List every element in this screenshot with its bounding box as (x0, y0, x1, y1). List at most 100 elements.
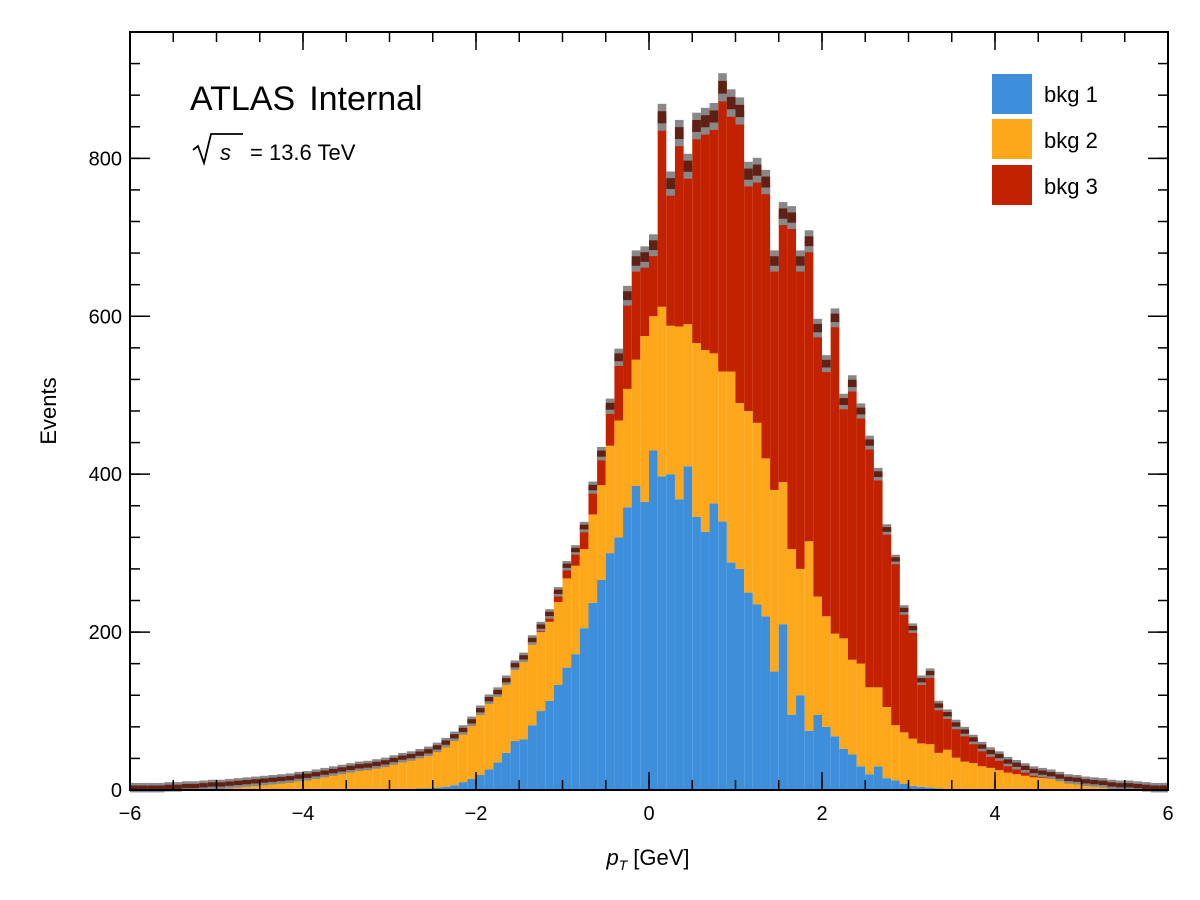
uncertainty-core-bin-67 (709, 110, 719, 123)
uncertainty-core-bin-108 (1064, 776, 1073, 782)
bar-bkg3-bin-52 (579, 527, 589, 550)
bar-bkg2-bin-62 (666, 325, 675, 475)
bar-bkg3-bin-83 (847, 383, 857, 660)
bar-bkg2-bin-39 (467, 721, 476, 779)
bar-bkg2-bin-47 (536, 632, 546, 712)
bar-bkg3-bin-68 (718, 87, 727, 372)
bar-bkg2-bin-81 (830, 633, 840, 737)
uncertainty-core-bin-7 (190, 783, 200, 789)
bar-bkg2-bin-24 (337, 769, 347, 790)
bar-bkg2-bin-15 (259, 780, 269, 790)
uncertainty-core-bin-51 (571, 547, 580, 553)
bar-bkg1-bin-53 (588, 602, 598, 790)
bar-bkg2-bin-42 (493, 692, 502, 763)
y-axis-title: Events (36, 377, 61, 444)
uncertainty-core-bin-78 (804, 236, 814, 247)
uncertainty-core-bin-107 (1055, 774, 1065, 779)
bar-bkg1-bin-38 (458, 782, 468, 790)
bar-bkg3-bin-61 (657, 117, 667, 307)
bar-bkg2-bin-87 (882, 707, 892, 779)
uncertainty-core-bin-42 (493, 689, 502, 695)
uncertainty-core-bin-56 (614, 353, 624, 362)
uncertainty-core-bin-18 (285, 776, 295, 781)
bar-bkg2-bin-88 (891, 725, 900, 781)
legend-swatch-bkg2 (992, 119, 1032, 159)
bar-bkg3-bin-64 (683, 166, 693, 325)
y-tick-label: 400 (89, 464, 122, 486)
bar-bkg2-bin-65 (692, 343, 701, 517)
x-axis-symbol: p (605, 845, 618, 870)
uncertainty-core-bin-3 (155, 785, 165, 790)
legend: bkg 1 bkg 2 bkg 3 (992, 74, 1098, 205)
experiment-label: ATLAS Internal (190, 80, 423, 118)
uncertainty-core-bin-97 (969, 737, 978, 742)
bar-bkg2-bin-33 (415, 753, 425, 789)
x-axis-unit: [GeV] (633, 845, 689, 870)
sqrt-s-symbol: s (220, 140, 231, 165)
uncertainty-core-bin-100 (995, 753, 1004, 759)
bar-bkg2-bin-43 (501, 681, 511, 753)
uncertainty-core-bin-31 (398, 755, 407, 760)
bar-bkg2-bin-78 (804, 541, 814, 731)
uncertainty-core-bin-94 (943, 712, 952, 717)
legend-label-bkg3: bkg 3 (1044, 174, 1098, 199)
bar-bkg1-bin-39 (467, 778, 476, 790)
bar-bkg2-bin-94 (943, 749, 952, 790)
bar-bkg3-bin-70 (735, 110, 745, 404)
bar-bkg2-bin-85 (865, 687, 874, 775)
uncertainty-core-bin-13 (242, 779, 252, 785)
uncertainty-core-bin-113 (1107, 782, 1117, 787)
bar-bkg1-bin-58 (631, 486, 641, 790)
uncertainty-core-bin-5 (173, 784, 182, 789)
bar-bkg2-bin-45 (519, 659, 528, 740)
bar-bkg3-bin-51 (571, 549, 580, 566)
bar-bkg3-bin-56 (614, 357, 624, 421)
bar-bkg3-bin-88 (891, 559, 900, 726)
bar-bkg2-bin-57 (623, 388, 632, 508)
legend-label-bkg2: bkg 2 (1044, 128, 1098, 153)
bar-bkg2-bin-73 (761, 458, 771, 617)
bar-bkg1-bin-92 (925, 787, 935, 790)
y-tick-label: 200 (89, 622, 122, 644)
bar-bkg2-bin-95 (951, 757, 961, 790)
legend-swatch-bkg1 (992, 74, 1032, 114)
uncertainty-core-bin-17 (277, 776, 286, 782)
bar-bkg3-bin-53 (588, 487, 598, 515)
bar-bkg1-bin-62 (666, 474, 675, 790)
uncertainty-core-bin-9 (207, 782, 217, 787)
bar-bkg1-bin-89 (899, 783, 909, 790)
uncertainty-core-bin-105 (1038, 770, 1047, 775)
bar-bkg3-bin-50 (562, 565, 572, 579)
uncertainty-core-bin-71 (744, 168, 753, 180)
bar-bkg1-bin-78 (804, 730, 814, 790)
bar-bkg2-bin-80 (822, 616, 831, 727)
uncertainty-core-bin-79 (813, 323, 822, 333)
uncertainty-core-bin-33 (415, 751, 425, 756)
bar-bkg1-bin-91 (917, 786, 926, 790)
bar-bkg1-bin-36 (441, 786, 451, 790)
bar-bkg2-bin-106 (1046, 778, 1056, 790)
uncertainty-core-bin-30 (389, 757, 399, 763)
uncertainty-core-bin-118 (1150, 785, 1160, 790)
bar-bkg2-bin-111 (1090, 783, 1099, 790)
uncertainty-core-bin-20 (303, 773, 312, 778)
uncertainty-core-bin-37 (450, 734, 459, 739)
bar-bkg1-bin-66 (700, 531, 710, 790)
bar-bkg1-bin-81 (830, 736, 840, 790)
uncertainty-core-bin-87 (882, 527, 892, 532)
bar-bkg1-bin-90 (908, 786, 918, 790)
bar-bkg2-bin-108 (1064, 782, 1073, 790)
bar-bkg2-bin-55 (605, 445, 615, 554)
uncertainty-core-bin-95 (951, 722, 961, 727)
bar-bkg2-bin-83 (847, 659, 857, 755)
bar-bkg2-bin-75 (778, 482, 788, 625)
bar-bkg1-bin-76 (787, 714, 797, 790)
uncertainty-core-bin-69 (726, 96, 736, 110)
energy-value: = 13.6 TeV (250, 140, 356, 165)
bar-bkg1-bin-82 (839, 748, 848, 790)
bar-bkg2-bin-84 (856, 663, 866, 767)
energy-label: s = 13.6 TeV (192, 133, 356, 167)
bar-bkg1-bin-59 (640, 501, 649, 790)
uncertainty-core-bin-86 (873, 471, 883, 478)
